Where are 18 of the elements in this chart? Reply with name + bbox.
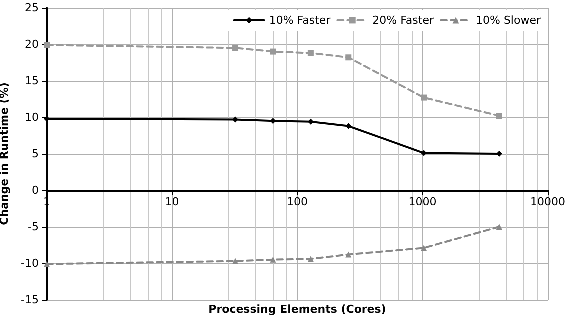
y-tick-label: 10 xyxy=(25,111,39,124)
y-tick-label: 20 xyxy=(25,38,39,51)
y-tick-label: -5 xyxy=(28,220,39,234)
x-axis-title: Processing Elements (Cores) xyxy=(208,303,386,316)
x-tick-label: 100 xyxy=(287,196,308,208)
y-tick-label: 5 xyxy=(32,148,39,160)
y-tick-label: 0 xyxy=(32,184,39,197)
y-axis-title: Change in Runtime (%) xyxy=(0,82,12,226)
x-tick-label: 10000 xyxy=(530,196,566,208)
y-tick-label: 25 xyxy=(25,2,39,14)
y-tick-label: -10 xyxy=(21,257,39,270)
x-tick-label: 1000 xyxy=(408,196,437,208)
x-tick-label: 10 xyxy=(165,196,180,208)
legend-label: 10% Slower xyxy=(476,14,542,27)
y-tick-label: -15 xyxy=(21,294,39,306)
y-tick-label: 15 xyxy=(25,74,39,88)
legend-label: 20% Faster xyxy=(372,14,434,27)
legend-label: 10% Faster xyxy=(269,14,332,27)
